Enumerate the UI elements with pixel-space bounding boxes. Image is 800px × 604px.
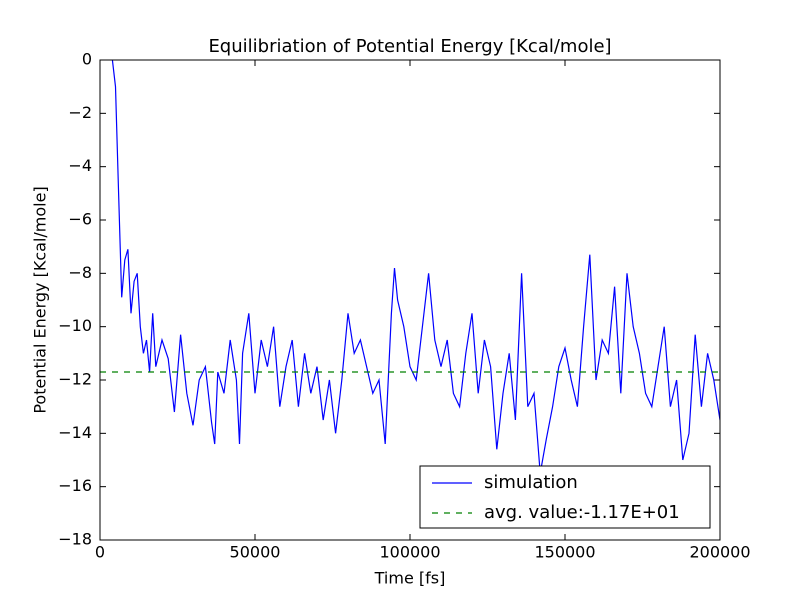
series-line [111, 60, 720, 474]
chart-title: Equilibriation of Potential Energy [Kcal… [208, 36, 611, 57]
x-tick-label: 150000 [534, 543, 595, 562]
y-tick-label: −18 [58, 530, 92, 549]
y-tick-label: −10 [58, 316, 92, 335]
x-tick-label: 100000 [379, 543, 440, 562]
y-tick-label: −14 [58, 423, 92, 442]
x-tick-label: 0 [95, 543, 105, 562]
x-tick-label: 200000 [689, 543, 750, 562]
x-axis-label: Time [fs] [374, 569, 446, 588]
y-tick-label: −8 [68, 263, 92, 282]
y-tick-label: −6 [68, 210, 92, 229]
plot-frame [99, 59, 721, 541]
y-tick-label: −4 [68, 156, 92, 175]
legend-label: simulation [484, 472, 578, 493]
y-axis-label: Potential Energy [Kcal/mole] [31, 186, 50, 413]
x-tick-label: 50000 [230, 543, 281, 562]
legend-label: avg. value:-1.17E+01 [484, 502, 680, 523]
y-tick-label: 0 [82, 50, 92, 69]
legend-box [419, 465, 711, 529]
y-tick-label: −16 [58, 476, 92, 495]
y-tick-label: −12 [58, 370, 92, 389]
y-tick-label: −2 [68, 103, 92, 122]
